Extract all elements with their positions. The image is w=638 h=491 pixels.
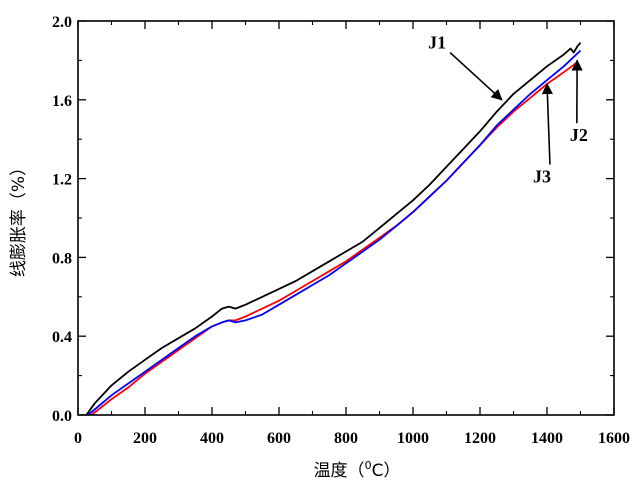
x-tick-label: 1200: [464, 430, 496, 447]
y-tick-label: 2.0: [52, 14, 72, 31]
axis-ticks: 0 200 400 600 800 1000 1200 1400 1600 0.0 0.4 0.8 1.…: [52, 14, 630, 447]
x-tick-label: 200: [133, 430, 157, 447]
annotation-arrow-j3: [541, 82, 553, 165]
x-tick-label: 400: [200, 430, 224, 447]
x-tick-label: 1400: [531, 430, 563, 447]
annotation-arrow-j1: [449, 51, 503, 101]
y-tick-label: 1.6: [52, 93, 72, 110]
x-tick-label: 1600: [598, 430, 630, 447]
x-tick-label: 800: [334, 430, 358, 447]
plot-marks: J1 J2 J3: [85, 33, 588, 416]
x-tick-label: 0: [74, 430, 82, 447]
y-tick-label: 1.2: [52, 172, 72, 189]
annotation-label-j2: J2: [570, 125, 588, 145]
x-axis-title: 温度（0C）: [314, 459, 401, 481]
annotation-label-j3: J3: [533, 167, 551, 187]
y-tick-label: 0.8: [52, 250, 72, 267]
x-tick-label: 1000: [397, 430, 429, 447]
series-line-j3: [87, 49, 582, 416]
x-tick-label: 600: [267, 430, 291, 447]
y-axis-title: 线膨胀率（%）: [9, 159, 29, 277]
series-line-j2: [90, 61, 578, 416]
y-tick-label: 0.0: [52, 408, 72, 425]
plot-frame: [77, 20, 615, 416]
annotation-label-j1: J1: [428, 33, 446, 53]
series-line-j1: [85, 42, 582, 416]
y-tick-label: 0.4: [52, 329, 72, 346]
